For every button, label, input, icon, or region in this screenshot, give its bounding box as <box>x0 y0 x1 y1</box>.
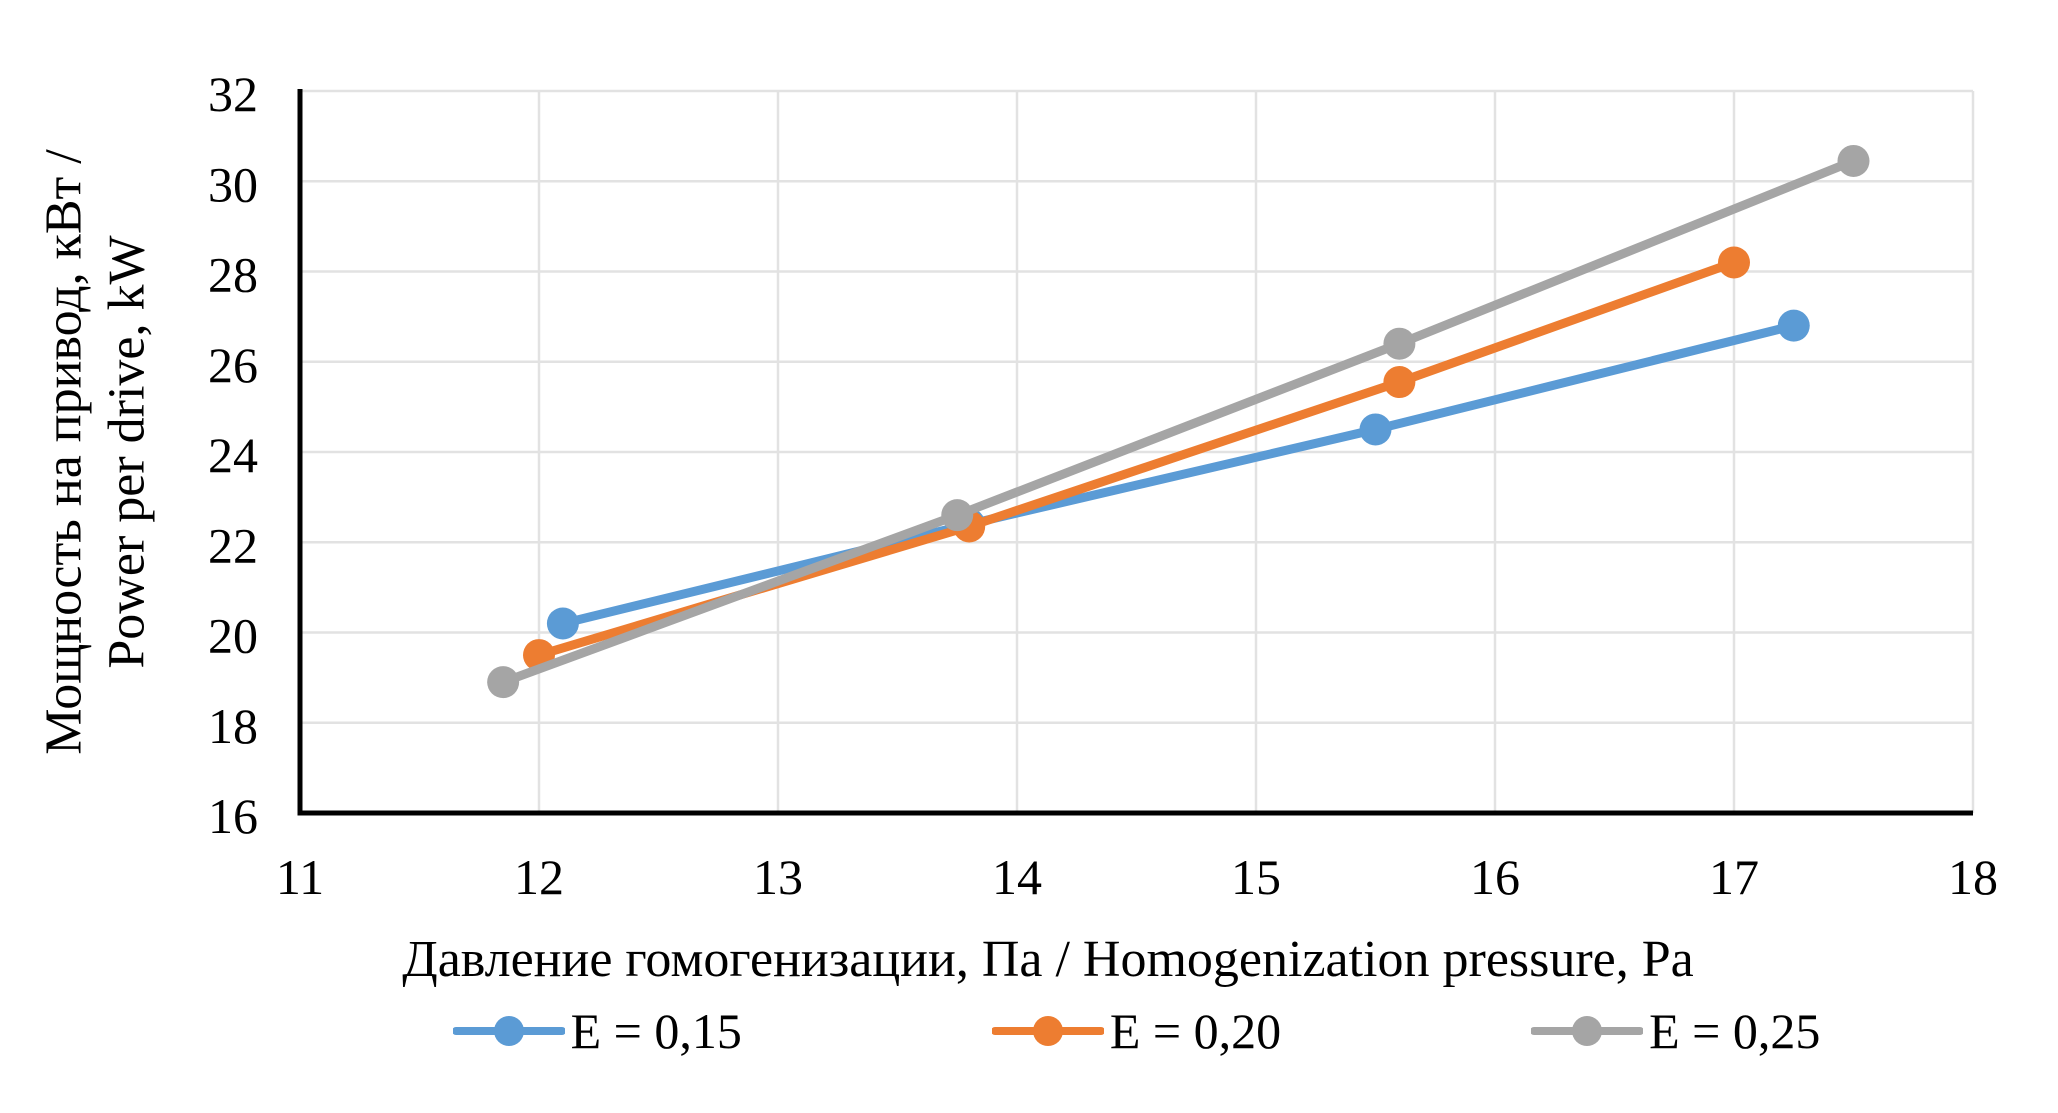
data-point-marker <box>1383 327 1416 360</box>
x-tick-label: 16 <box>1470 849 1520 905</box>
tick-labels: 16 18 20 22 24 26 28 30 32 11 12 13 14 15 16 17 18 <box>208 66 1998 905</box>
legend: E = 0,15 E = 0,20 E = 0,25 <box>300 1002 1973 1060</box>
x-tick-label: 11 <box>276 849 324 905</box>
y-tick-label: 30 <box>208 156 258 212</box>
x-axis-title: Давление гомогенизации, Па / Homogenizat… <box>402 931 1694 988</box>
y-axis-title-line-2: Power per drive, kW <box>99 235 156 669</box>
series-line <box>534 257 1739 660</box>
series-e-0-25 <box>487 144 1870 699</box>
legend-label: E = 0,25 <box>1649 1003 1821 1059</box>
legend-line-marker-icon <box>1531 1016 1644 1046</box>
data-point-marker <box>1383 366 1416 399</box>
data-point-marker <box>1837 144 1870 177</box>
legend-item-e-015: E = 0,15 <box>452 1002 742 1060</box>
x-tick-label: 17 <box>1709 849 1759 905</box>
legend-label: E = 0,15 <box>570 1003 742 1059</box>
y-tick-label: 26 <box>208 337 258 393</box>
axes <box>297 89 1973 816</box>
data-point-marker <box>1777 309 1810 342</box>
y-tick-label: 24 <box>208 427 258 483</box>
y-tick-label: 28 <box>208 247 258 303</box>
x-tick-label: 14 <box>992 849 1042 905</box>
legend-item-e-025: E = 0,25 <box>1531 1002 1820 1060</box>
series-line <box>498 156 1858 687</box>
series-line <box>558 321 1799 628</box>
legend-line-marker-icon <box>991 1016 1104 1046</box>
x-tick-label: 13 <box>753 849 803 905</box>
data-point-marker <box>1359 413 1392 446</box>
x-tick-label: 12 <box>514 849 564 905</box>
y-axis-title-line-1: Мощность на привод, кВт / <box>35 149 93 755</box>
x-tick-label: 18 <box>1948 849 1998 905</box>
y-tick-label: 16 <box>208 788 258 844</box>
y-tick-label: 32 <box>208 66 258 122</box>
y-tick-label: 22 <box>208 517 258 573</box>
series-e-0-15 <box>546 309 1810 640</box>
y-axis-title: Мощность на привод, кВт / Power per driv… <box>33 149 160 754</box>
legend-line-marker-icon <box>452 1016 565 1046</box>
data-point-marker <box>546 607 579 640</box>
x-tick-label: 15 <box>1231 849 1281 905</box>
legend-label: E = 0,20 <box>1109 1003 1282 1059</box>
data-point-marker <box>941 499 974 532</box>
legend-item-e-020: E = 0,20 <box>991 1002 1282 1060</box>
gridlines <box>300 89 1975 813</box>
y-tick-label: 20 <box>208 608 258 664</box>
data-point-marker <box>487 666 520 699</box>
data-point-marker <box>1718 246 1750 279</box>
y-tick-label: 18 <box>208 698 258 754</box>
